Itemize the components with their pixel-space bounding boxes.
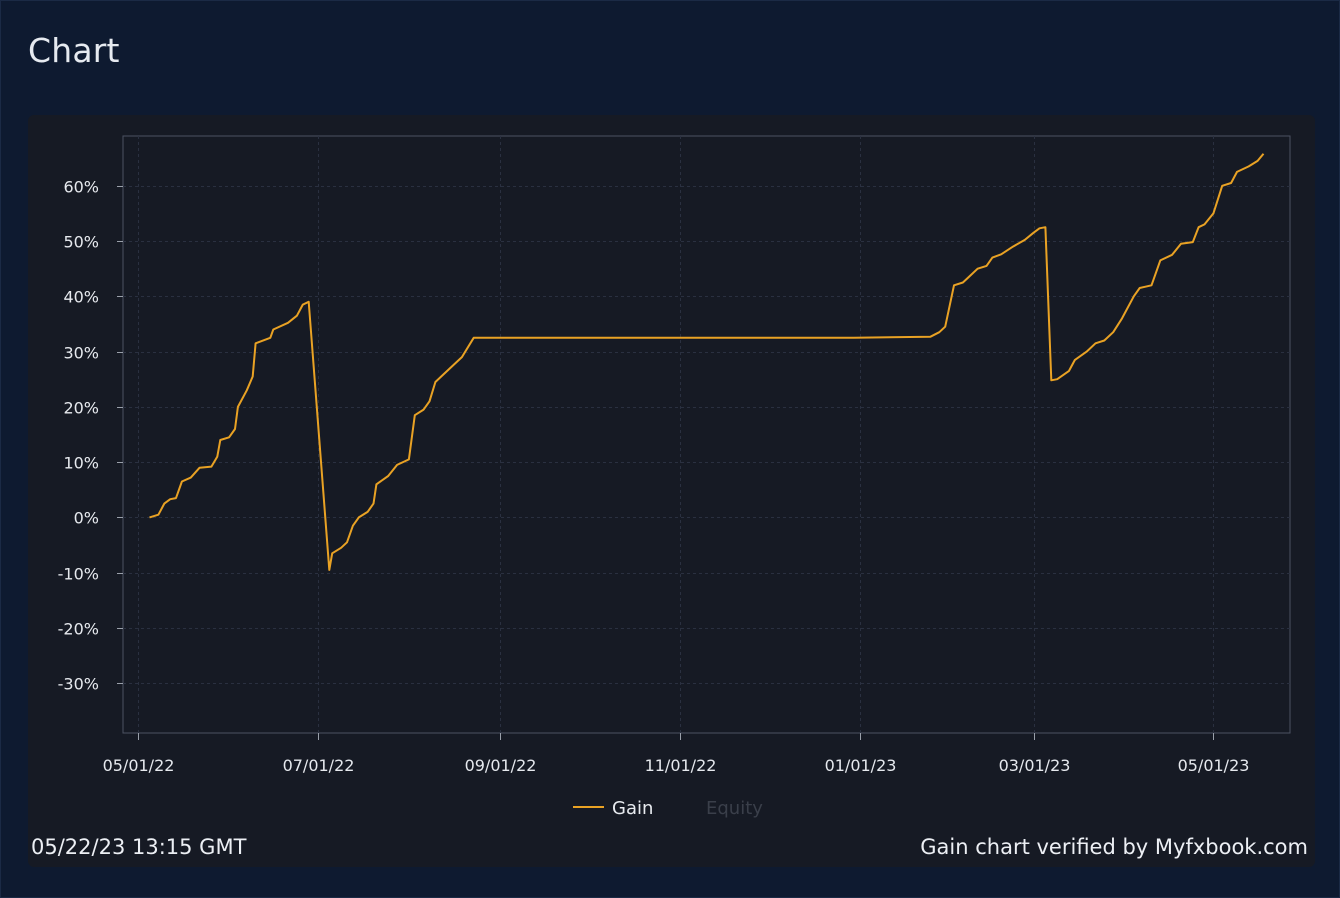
x-tick-label: 09/01/22 (465, 756, 537, 775)
y-tick-label: 20% (63, 399, 99, 418)
verified-by-text: Gain chart verified by Myfxbook.com (920, 835, 1308, 859)
y-tick-label: 50% (63, 233, 99, 252)
y-tick-label: 0% (74, 509, 99, 528)
plot-area (122, 135, 1291, 734)
page-title: Chart (28, 31, 120, 70)
x-tick-label: 11/01/22 (645, 756, 717, 775)
y-tick-label: -30% (58, 675, 99, 694)
chart-panel: 60% 50% 40% 30% 20% 10% 0% -10% -20% -30% 05/01/22… (28, 115, 1315, 867)
y-tick-label: 40% (63, 288, 99, 307)
gain-chart: 60% 50% 40% 30% 20% 10% 0% -10% -20% -30% 05/01/22… (58, 135, 1291, 819)
y-tick-label: 10% (63, 454, 99, 473)
x-tick-label: 05/01/22 (103, 756, 175, 775)
y-tick-label: -20% (58, 620, 99, 639)
y-tick-label: -10% (58, 565, 99, 584)
chart-timestamp: 05/22/23 13:15 GMT (31, 835, 247, 859)
x-tick-label: 01/01/23 (825, 756, 897, 775)
x-tick-label: 03/01/23 (999, 756, 1071, 775)
y-tick-label: 60% (63, 178, 99, 197)
legend-gain-label: Gain (612, 798, 653, 819)
x-tick-label: 05/01/23 (1178, 756, 1250, 775)
gain-series-line (149, 153, 1265, 571)
y-tick-label: 30% (63, 344, 99, 363)
legend-equity-label: Equity (706, 798, 763, 819)
x-tick-label: 07/01/22 (283, 756, 355, 775)
